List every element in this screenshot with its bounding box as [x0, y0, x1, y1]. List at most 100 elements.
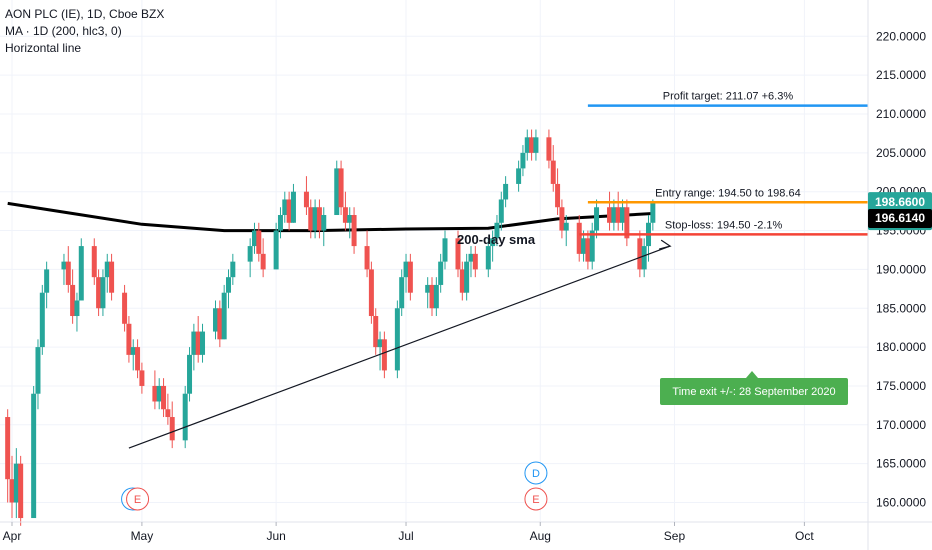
candle-body: [559, 207, 565, 231]
candle-body: [455, 238, 461, 270]
candle-body: [277, 215, 283, 231]
candle: [321, 207, 327, 247]
candle: [576, 215, 582, 262]
candle: [282, 191, 288, 223]
entry-level-label: Entry range: 194.50 to 198.64: [655, 187, 801, 199]
candle-body: [78, 246, 84, 301]
candle: [165, 393, 171, 425]
candle: [182, 385, 188, 449]
candle: [585, 230, 591, 270]
candle: [650, 199, 656, 231]
candle: [195, 316, 201, 363]
y-axis[interactable]: 160.0000 165.0000 170.0000 175.0000 180.0000…: [876, 29, 926, 509]
candle: [550, 145, 556, 192]
candle-body: [442, 238, 448, 262]
candle-body: [555, 183, 561, 208]
y-tick-label: 170.0000: [876, 418, 926, 432]
symbol-legend[interactable]: AON PLC (IE), 1D, Cboe BZX: [5, 7, 165, 21]
candle: [373, 308, 379, 355]
event-marker-icon[interactable]: [524, 487, 548, 511]
y-tick-label: 205.0000: [876, 146, 926, 160]
x-tick-label: Sep: [664, 529, 686, 543]
candle: [611, 199, 617, 231]
candle: [122, 284, 128, 332]
candle: [368, 261, 374, 324]
candle: [546, 129, 552, 169]
candle-body: [221, 292, 227, 340]
candle-body: [364, 246, 370, 270]
candle-body: [347, 215, 353, 223]
candle: [338, 160, 344, 216]
candle-body: [641, 246, 647, 270]
price-tags: 198.660004:05:54196.6140: [868, 192, 932, 231]
x-tick-label: Jul: [398, 529, 413, 543]
time-exit-box: [660, 378, 848, 405]
candle-body: [191, 331, 197, 355]
candle: [620, 199, 626, 231]
y-tick-label: 160.0000: [876, 496, 926, 510]
candle: [251, 222, 257, 254]
candle: [104, 253, 110, 293]
time-exit-label: Time exit +/-: 28 September 2020: [660, 371, 848, 405]
candle: [126, 316, 132, 363]
y-tick-label: 185.0000: [876, 301, 926, 315]
candle: [217, 300, 223, 348]
candle: [381, 331, 387, 379]
candle-body: [256, 230, 262, 254]
y-tick-label: 165.0000: [876, 457, 926, 471]
candle-body: [516, 168, 522, 184]
hline-legend[interactable]: Horizontal line: [5, 41, 82, 55]
candle-body: [217, 308, 223, 340]
candle-body: [61, 261, 67, 270]
candle: [442, 230, 448, 270]
candle-body: [485, 246, 491, 270]
candle-body: [589, 230, 595, 262]
candle: [226, 269, 231, 309]
candle: [65, 246, 71, 293]
candle-body: [44, 269, 50, 293]
candle-body: [290, 191, 296, 223]
levels: Profit target: 211.07 +6.3% Entry range: …: [579, 91, 868, 236]
candle: [490, 230, 496, 262]
candle: [516, 160, 522, 192]
candle: [563, 215, 569, 247]
candle: [91, 238, 97, 285]
x-tick-label: Oct: [795, 529, 814, 543]
ma-legend[interactable]: MA · 1D (200, hlc3, 0): [5, 24, 122, 38]
candle: [303, 176, 309, 216]
candle-body: [165, 409, 171, 418]
candle: [256, 222, 262, 262]
candle-body: [438, 261, 444, 285]
candle-body: [373, 316, 379, 348]
candle: [429, 277, 435, 317]
candle-body: [65, 261, 71, 285]
x-axis[interactable]: Apr May Jun Jul Aug Sep Oct: [3, 522, 815, 543]
event-marker-icon[interactable]: [126, 487, 150, 511]
candle: [438, 253, 444, 293]
candle: [459, 261, 465, 301]
candle-body: [35, 347, 41, 394]
candle-body: [615, 207, 621, 223]
candle-body: [156, 385, 162, 402]
candle: [78, 238, 84, 301]
candle-body: [607, 207, 613, 223]
x-tick-label: May: [131, 529, 154, 543]
candle-body: [334, 168, 340, 216]
candle-body: [620, 207, 626, 223]
candle-body: [399, 277, 405, 309]
candle-body: [91, 246, 97, 278]
candle: [589, 222, 595, 270]
event-marker-label: E: [532, 494, 539, 506]
candle: [494, 215, 500, 247]
event-marker-icon[interactable]: [524, 461, 548, 485]
candle: [139, 362, 145, 394]
candle-body: [152, 385, 158, 402]
candle-body: [533, 137, 539, 153]
candle-body: [195, 331, 201, 355]
candle: [468, 246, 474, 278]
candle: [187, 347, 193, 402]
candle-body: [520, 152, 526, 169]
y-tick-label: 180.0000: [876, 340, 926, 354]
candle-body: [342, 207, 348, 223]
